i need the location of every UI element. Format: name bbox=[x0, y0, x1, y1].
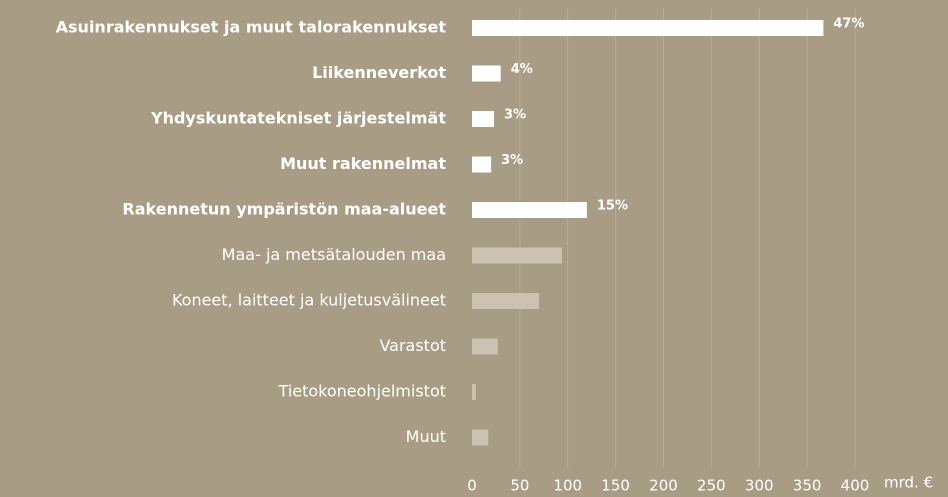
category-label: Muut bbox=[406, 427, 446, 446]
share-label: 4% bbox=[511, 62, 533, 77]
category-label: Maa- ja metsätalouden maa bbox=[222, 245, 446, 264]
x-tick-label: 50 bbox=[510, 477, 529, 495]
x-unit-label: mrd. € bbox=[884, 474, 933, 492]
x-tick-label: 100 bbox=[553, 477, 582, 495]
bar bbox=[472, 338, 498, 355]
x-tick-label: 400 bbox=[841, 477, 870, 495]
share-label: 3% bbox=[501, 153, 523, 168]
category-label: Yhdyskuntatekniset järjestelmät bbox=[150, 109, 446, 128]
category-label: Koneet, laitteet ja kuljetusvälineet bbox=[172, 291, 446, 310]
x-tick-label: 150 bbox=[601, 477, 630, 495]
x-tick-label: 350 bbox=[793, 477, 822, 495]
share-label: 47% bbox=[833, 17, 864, 32]
bar bbox=[472, 202, 587, 218]
bar bbox=[472, 384, 476, 400]
bar bbox=[472, 65, 501, 82]
x-tick-label: 300 bbox=[745, 477, 774, 495]
category-label: Asuinrakennukset ja muut talorakennukset bbox=[56, 18, 447, 37]
bar bbox=[472, 247, 563, 264]
category-label: Liikenneverkot bbox=[312, 63, 446, 82]
category-label: Tietokoneohjelmistot bbox=[278, 382, 446, 401]
share-label: 15% bbox=[597, 199, 628, 214]
x-tick-label: 0 bbox=[467, 477, 477, 495]
category-label: Varastot bbox=[379, 336, 446, 355]
bar bbox=[472, 429, 489, 446]
share-label: 3% bbox=[504, 108, 526, 123]
category-label: Muut rakennelmat bbox=[280, 154, 446, 173]
category-label: Rakennetun ympäristön maa-alueet bbox=[122, 200, 446, 219]
bar bbox=[472, 156, 492, 173]
bar bbox=[472, 293, 540, 309]
x-tick-label: 200 bbox=[649, 477, 678, 495]
bar bbox=[472, 20, 824, 36]
bar bbox=[472, 111, 495, 127]
x-tick-label: 250 bbox=[697, 477, 726, 495]
